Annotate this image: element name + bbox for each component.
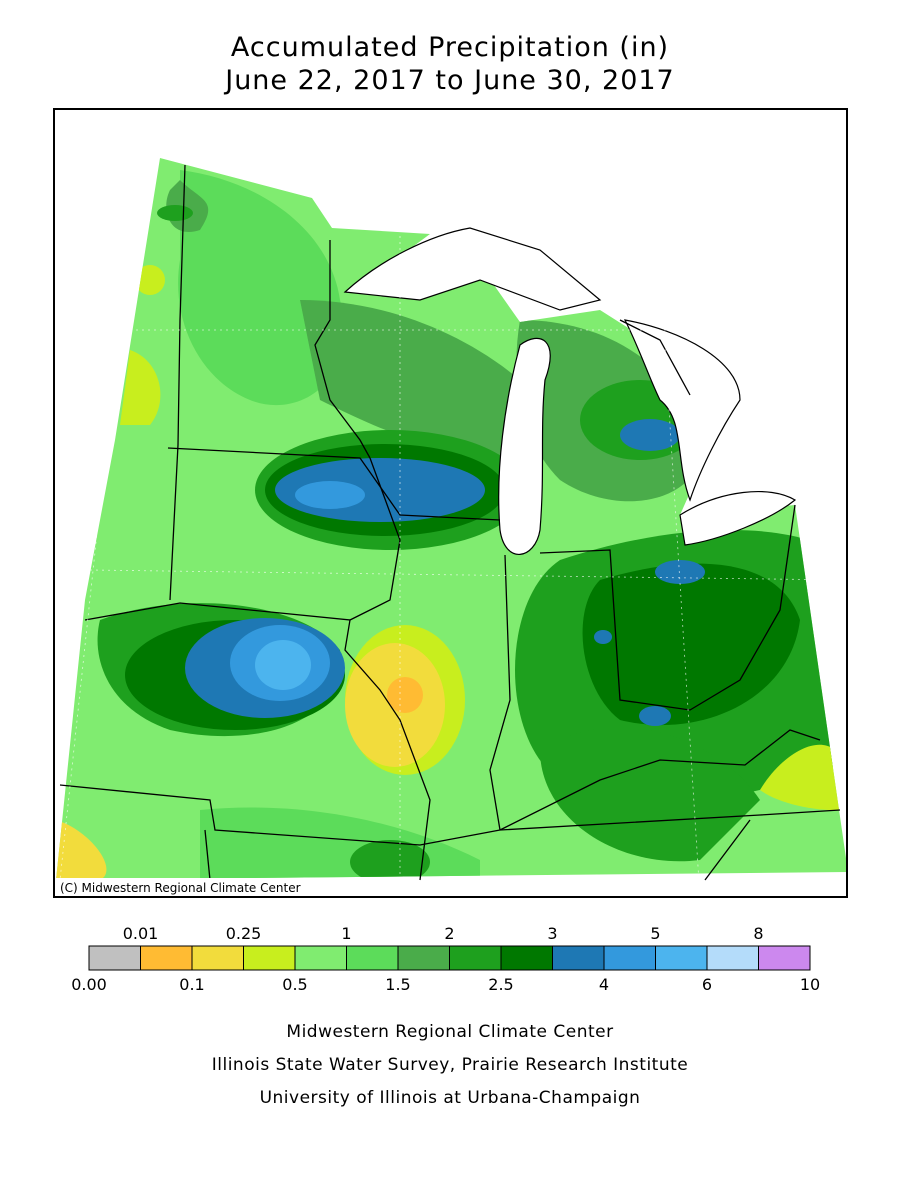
copyright-box: [55, 878, 337, 896]
map: (C) Midwestern Regional Climate Center: [53, 108, 848, 899]
lake-huron: [623, 319, 741, 502]
legend-swatch: [88, 945, 141, 971]
state-border: [204, 829, 211, 881]
legend-swatch: [706, 945, 759, 971]
state-border: [539, 504, 796, 711]
legend: 0.00 0.01 0.1 0.25 0.5 1 1.5 2 2.5 3 4 5 6 8 10: [71, 924, 820, 994]
copyright: (C) Midwestern Regional Climate Center: [60, 881, 301, 895]
legend-label: 3: [547, 924, 557, 943]
legend-label: 0.00: [71, 975, 107, 994]
footer-line: University of Illinois at Urbana-Champai…: [260, 1088, 641, 1108]
legend-label: 1.5: [385, 975, 410, 994]
legend-swatch: [294, 945, 347, 971]
footer-line: Midwestern Regional Climate Center: [286, 1022, 613, 1042]
legend-swatch: [655, 945, 708, 971]
legend-label: 6: [702, 975, 712, 994]
legend-label: 0.01: [123, 924, 159, 943]
legend-swatch: [346, 945, 399, 971]
legend-label: 2: [444, 924, 454, 943]
state-border: [349, 457, 401, 621]
legend-label: 0.25: [226, 924, 262, 943]
title-line: June 22, 2017 to June 30, 2017: [223, 65, 675, 96]
legend-swatch: [243, 945, 296, 971]
legend-swatch: [552, 945, 605, 971]
legend-swatch: [603, 945, 656, 971]
legend-swatch: [191, 945, 244, 971]
legend-swatch: [449, 945, 502, 971]
legend-label: 5: [650, 924, 660, 943]
state-border: [84, 602, 431, 881]
legend-label: 8: [753, 924, 763, 943]
state-border: [704, 819, 751, 881]
state-border: [499, 729, 821, 831]
legend-swatch: [140, 945, 193, 971]
state-border: [619, 319, 691, 396]
legend-label: 10: [800, 975, 820, 994]
legend-swatch: [500, 945, 553, 971]
legend-label: 1: [341, 924, 351, 943]
lake-erie: [679, 491, 797, 546]
state-border: [489, 554, 511, 831]
legend-label: 0.5: [282, 975, 307, 994]
state-border: [169, 164, 186, 601]
legend-label: 0.1: [179, 975, 204, 994]
lake-michigan: [498, 337, 551, 555]
map-frame: [53, 108, 848, 898]
lake-superior: [343, 227, 602, 311]
legend-swatch: [758, 945, 811, 971]
state-border: [314, 240, 371, 459]
legend-swatch: [397, 945, 450, 971]
footer-line: Illinois State Water Survey, Prairie Res…: [212, 1055, 688, 1075]
title-line: Accumulated Precipitation (in): [231, 32, 669, 63]
state-border: [59, 784, 841, 846]
legend-label: 2.5: [488, 975, 513, 994]
legend-label: 4: [599, 975, 609, 994]
